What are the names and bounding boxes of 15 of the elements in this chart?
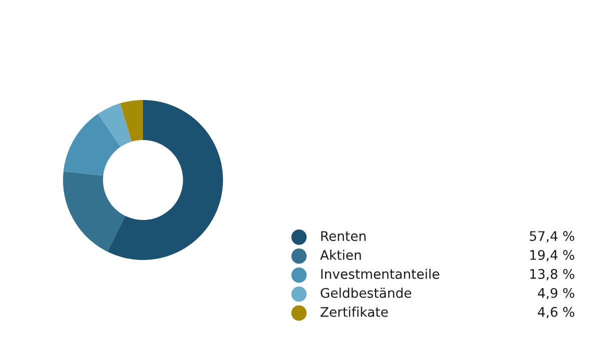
legend-label: Aktien: [320, 250, 361, 260]
donut-slice: [98, 103, 132, 147]
data-label: 13,8 %: [530, 268, 574, 280]
donut-slice: [107, 100, 223, 260]
legend-label: Renten: [321, 231, 366, 242]
data-label: 4,9 %: [538, 288, 574, 300]
data-label: 57,4 %: [530, 231, 574, 242]
donut-slice: [63, 114, 121, 176]
donut-slice: [120, 100, 143, 142]
legend-label: Investmentanteile: [321, 268, 440, 279]
data-label: 19,4 %: [530, 250, 574, 262]
legend-label: Geldbestände: [320, 288, 412, 298]
donut-slice: [63, 171, 126, 252]
legend-label: Zertifikate: [320, 306, 388, 317]
data-label: 4,6 %: [538, 306, 574, 318]
